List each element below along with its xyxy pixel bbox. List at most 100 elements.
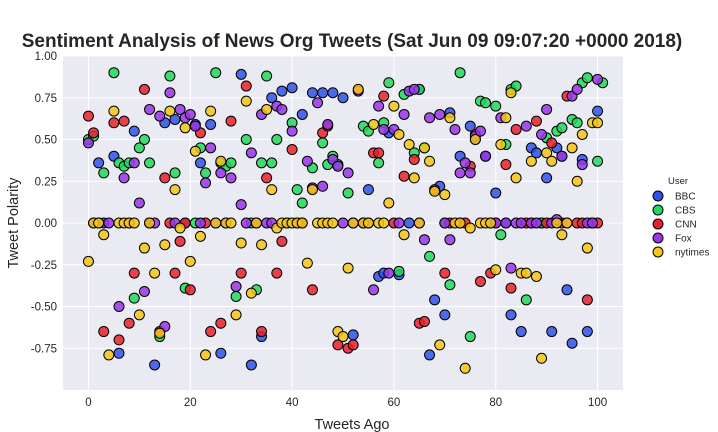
data-point-nytimes xyxy=(215,155,227,167)
data-point-cnn xyxy=(88,127,100,139)
data-point-cbs xyxy=(296,197,308,209)
data-point-cnn xyxy=(347,339,359,351)
data-point-nytimes xyxy=(546,155,558,167)
data-point-nytimes xyxy=(103,349,115,361)
data-point-bbc xyxy=(362,184,374,196)
data-point-fox xyxy=(189,120,201,132)
data-points xyxy=(82,67,609,374)
data-point-cnn xyxy=(530,115,542,127)
data-point-nytimes xyxy=(296,217,308,229)
data-point-fox xyxy=(235,199,247,211)
data-point-nytimes xyxy=(454,217,466,229)
data-point-nytimes xyxy=(383,197,395,209)
data-point-bbc xyxy=(424,349,436,361)
data-point-nytimes xyxy=(464,222,476,234)
data-point-fox xyxy=(144,103,156,115)
data-point-nytimes xyxy=(154,327,166,339)
data-point-fox xyxy=(154,110,166,122)
data-point-cnn xyxy=(408,154,420,166)
data-point-nytimes xyxy=(362,217,374,229)
data-point-cnn xyxy=(108,117,120,129)
data-point-nytimes xyxy=(551,217,563,229)
data-point-bbc xyxy=(327,87,339,99)
data-point-fox xyxy=(556,150,568,162)
data-point-cbs xyxy=(108,67,120,79)
x-axis-label: Tweets Ago xyxy=(315,417,390,432)
data-point-fox xyxy=(82,137,94,149)
x-tick-label: 40 xyxy=(286,397,299,409)
data-point-nytimes xyxy=(184,255,196,267)
data-point-cbs xyxy=(200,167,212,179)
data-point-fox xyxy=(317,180,329,192)
data-point-fox xyxy=(184,108,196,120)
data-point-cbs xyxy=(317,137,329,149)
data-point-fox xyxy=(342,167,354,179)
y-tick-label: 1.00 xyxy=(35,51,57,63)
data-point-cbs xyxy=(169,167,181,179)
data-point-bbc xyxy=(592,105,604,117)
data-point-cbs xyxy=(133,142,145,154)
data-point-cbs xyxy=(495,229,507,241)
data-point-fox xyxy=(454,167,466,179)
data-point-cbs xyxy=(424,250,436,262)
data-point-cnn xyxy=(474,275,486,287)
data-point-fox xyxy=(225,172,237,184)
data-point-cbs xyxy=(128,292,140,304)
data-point-cbs xyxy=(393,265,405,277)
legend-label-cbs: CBS xyxy=(675,206,696,217)
data-point-cnn xyxy=(174,235,186,247)
data-point-bbc xyxy=(505,309,517,321)
data-point-cbs xyxy=(256,157,268,169)
data-point-cnn xyxy=(215,317,227,329)
data-point-nytimes xyxy=(469,134,481,145)
data-point-bbc xyxy=(439,309,451,321)
data-point-nytimes xyxy=(566,142,578,154)
data-point-bbc xyxy=(286,82,298,94)
data-point-fox xyxy=(164,87,176,99)
data-point-fox xyxy=(592,73,604,85)
data-point-nytimes xyxy=(138,242,150,254)
data-point-fox xyxy=(194,217,206,229)
data-point-cbs xyxy=(144,157,156,169)
data-point-nytimes xyxy=(536,352,548,364)
data-point-bbc xyxy=(429,294,441,306)
data-point-fox xyxy=(515,217,527,229)
data-point-nytimes xyxy=(225,217,237,229)
data-point-nytimes xyxy=(108,105,120,117)
data-point-cnn xyxy=(261,172,273,184)
data-point-cbs xyxy=(342,187,354,199)
data-point-cnn xyxy=(225,115,237,127)
data-point-fox xyxy=(444,234,456,246)
data-point-nytimes xyxy=(256,239,268,251)
data-point-fox xyxy=(276,103,288,115)
data-point-nytimes xyxy=(525,155,537,167)
data-point-nytimes xyxy=(245,287,257,299)
data-point-bbc xyxy=(566,337,578,349)
data-point-nytimes xyxy=(306,184,318,196)
data-point-cnn xyxy=(113,334,125,346)
y-tick-label: 0.00 xyxy=(35,218,57,230)
data-point-cbs xyxy=(454,67,466,79)
data-point-nytimes xyxy=(556,229,568,241)
data-point-fox xyxy=(200,177,212,189)
data-point-nytimes xyxy=(159,239,171,251)
x-tick-label: 60 xyxy=(388,397,401,409)
data-point-bbc xyxy=(403,217,415,229)
data-point-fox xyxy=(474,125,486,137)
data-point-cbs xyxy=(230,290,242,302)
data-point-fox xyxy=(449,123,461,135)
legend-marker-nytimes xyxy=(652,246,664,258)
data-point-nytimes xyxy=(149,267,161,279)
data-point-fox xyxy=(373,100,385,112)
data-point-cnn xyxy=(418,316,430,328)
data-point-nytimes xyxy=(424,155,436,167)
data-point-fox xyxy=(520,120,532,132)
data-point-bbc xyxy=(347,329,359,341)
data-point-fox xyxy=(536,128,548,140)
x-axis-ticks: 0 20 40 60 80 100 xyxy=(85,397,607,409)
data-point-bbc xyxy=(149,359,161,371)
data-point-bbc xyxy=(205,118,217,130)
data-point-fox xyxy=(103,217,115,229)
data-point-cbs xyxy=(490,100,502,112)
